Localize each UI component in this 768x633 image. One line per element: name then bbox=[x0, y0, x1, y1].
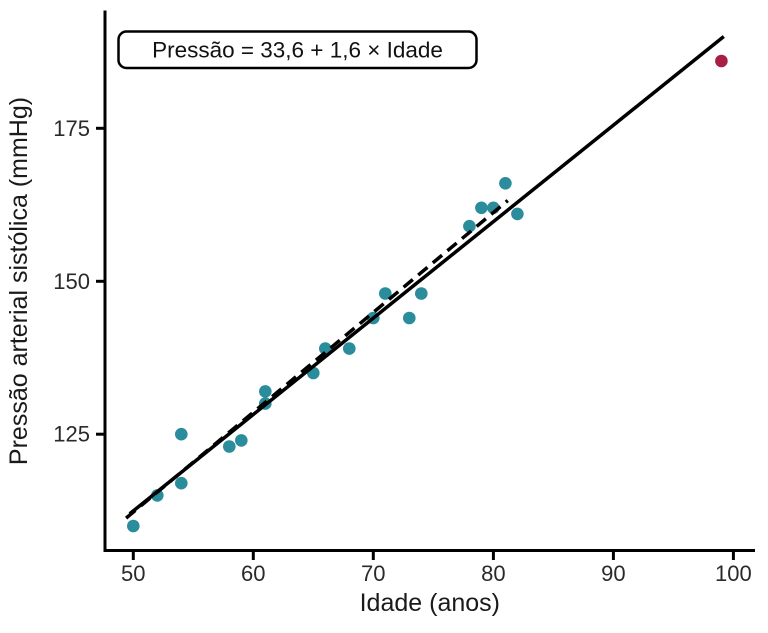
x-tick-label: 70 bbox=[361, 561, 385, 586]
y-axis-title: Pressão arterial sistólica (mmHg) bbox=[5, 97, 33, 465]
data-point bbox=[175, 476, 188, 490]
data-point bbox=[127, 519, 140, 533]
data-point bbox=[379, 287, 392, 300]
x-tick-label: 90 bbox=[601, 561, 625, 586]
y-tick-label: 175 bbox=[53, 116, 90, 141]
y-tick-label: 150 bbox=[53, 269, 90, 294]
data-point bbox=[499, 177, 512, 190]
data-point bbox=[415, 287, 428, 300]
data-point bbox=[463, 219, 476, 233]
x-axis-title: Idade (anos) bbox=[360, 589, 500, 617]
data-point bbox=[475, 201, 488, 215]
regression-equation: Pressão = 33,6 + 1,6 × Idade bbox=[152, 38, 443, 63]
outlier-point bbox=[715, 54, 728, 68]
fit-without-outlier-line bbox=[124, 199, 509, 520]
data-point bbox=[175, 427, 188, 441]
fit-with-outlier-line bbox=[128, 35, 725, 516]
data-point bbox=[511, 207, 524, 221]
data-point bbox=[259, 385, 272, 398]
x-tick-label: 100 bbox=[715, 561, 752, 586]
x-tick-label: 50 bbox=[121, 561, 145, 586]
data-point bbox=[319, 342, 332, 355]
data-point bbox=[343, 342, 356, 355]
y-tick-label: 125 bbox=[53, 422, 90, 447]
data-point bbox=[223, 440, 236, 453]
equation-annotation-box bbox=[117, 30, 478, 70]
x-tick-label: 60 bbox=[241, 561, 265, 586]
x-tick-label: 80 bbox=[481, 561, 505, 586]
data-point bbox=[403, 311, 416, 325]
data-point bbox=[235, 434, 248, 447]
